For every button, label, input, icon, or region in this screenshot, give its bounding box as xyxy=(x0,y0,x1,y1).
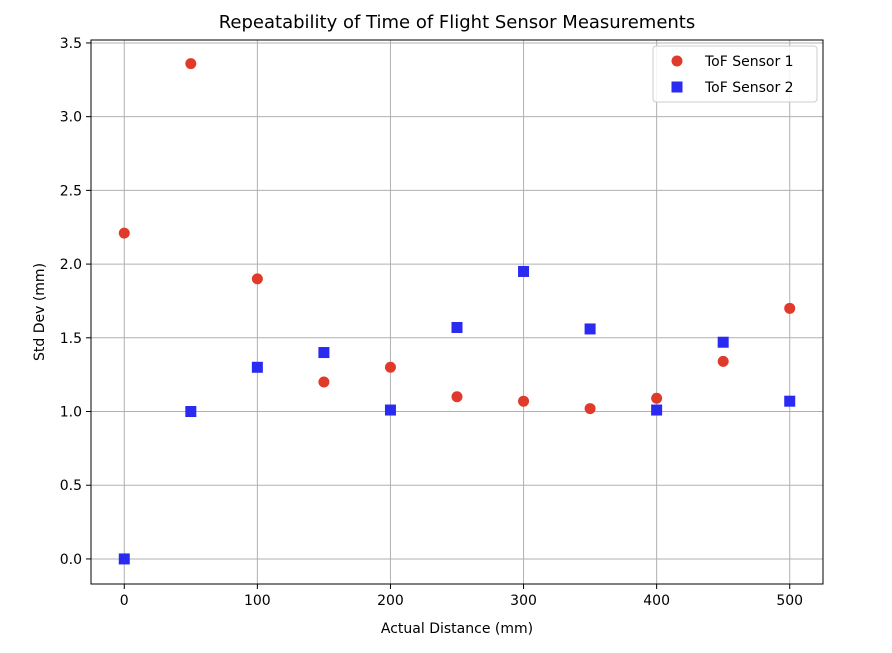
data-point-tof-sensor-2 xyxy=(451,321,463,333)
data-point-tof-sensor-1 xyxy=(451,391,463,403)
x-tick-label: 500 xyxy=(776,593,803,609)
data-point-tof-sensor-1 xyxy=(318,376,330,388)
y-axis-label: Std Dev (mm) xyxy=(32,263,48,361)
data-point-tof-sensor-1 xyxy=(518,395,530,407)
data-point-tof-sensor-1 xyxy=(651,392,663,404)
data-point-tof-sensor-2 xyxy=(118,553,130,565)
grid-lines xyxy=(91,40,823,584)
legend-label-tof-sensor-2: ToF Sensor 2 xyxy=(704,80,794,96)
x-tick-label: 400 xyxy=(643,593,670,609)
y-tick-label: 1.0 xyxy=(60,405,82,421)
data-point-tof-sensor-2 xyxy=(518,265,530,277)
data-point-tof-sensor-1 xyxy=(584,403,596,415)
data-point-tof-sensor-1 xyxy=(251,273,263,285)
y-tick-label: 0.5 xyxy=(60,478,82,494)
data-point-tof-sensor-1 xyxy=(185,58,197,70)
chart-title: Repeatability of Time of Flight Sensor M… xyxy=(219,12,696,33)
legend-marker-tof-sensor-1 xyxy=(671,55,683,67)
data-point-tof-sensor-1 xyxy=(784,302,796,314)
y-tick-label: 3.5 xyxy=(60,36,82,52)
data-points xyxy=(118,58,796,565)
x-tick-label: 300 xyxy=(510,593,537,609)
plot-area-frame xyxy=(90,39,824,585)
y-tick-label: 1.5 xyxy=(60,331,82,347)
data-point-tof-sensor-2 xyxy=(717,336,729,348)
data-point-tof-sensor-2 xyxy=(784,395,796,407)
data-point-tof-sensor-2 xyxy=(384,404,396,416)
legend: ToF Sensor 1 ToF Sensor 2 xyxy=(652,45,818,103)
x-axis-label: Actual Distance (mm) xyxy=(381,621,533,637)
data-point-tof-sensor-2 xyxy=(251,361,263,373)
data-point-tof-sensor-1 xyxy=(717,355,729,367)
y-tick-label: 3.0 xyxy=(60,110,82,126)
x-tick-label: 200 xyxy=(377,593,404,609)
data-point-tof-sensor-2 xyxy=(584,323,596,335)
y-tick-label: 0.0 xyxy=(60,552,82,568)
legend-marker-tof-sensor-2 xyxy=(671,81,683,93)
y-tick-label: 2.0 xyxy=(60,257,82,273)
data-point-tof-sensor-2 xyxy=(185,406,197,418)
x-tick-label: 100 xyxy=(244,593,271,609)
y-tick-label: 2.5 xyxy=(60,183,82,199)
data-point-tof-sensor-2 xyxy=(651,404,663,416)
data-point-tof-sensor-1 xyxy=(384,361,396,373)
axis-ticks: 0 100 200 300 400 500 0.0 0.5 1.0 1.5 2.0 2.5 3.0 3.5 xyxy=(60,36,803,609)
data-point-tof-sensor-1 xyxy=(118,227,130,239)
x-tick-label: 0 xyxy=(120,593,129,609)
legend-box xyxy=(652,45,818,103)
legend-label-tof-sensor-1: ToF Sensor 1 xyxy=(704,54,794,70)
data-point-tof-sensor-2 xyxy=(318,347,330,359)
